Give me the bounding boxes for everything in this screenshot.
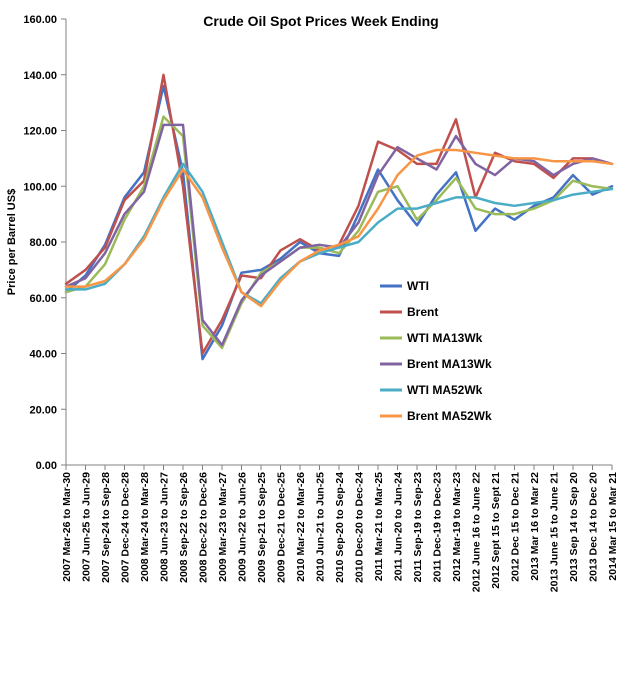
y-axis-ticks: 0.00 20.00 40.00 60.00 80.00 100.00 120.00 140.… — [23, 14, 66, 472]
series-lines — [64, 73, 614, 361]
y-tick-label: 140.00 — [23, 70, 57, 82]
y-tick-label: 20.00 — [29, 404, 57, 416]
y-axis-label: Price per Barrel US$ — [6, 189, 18, 295]
x-tick-label: 2010 Mar-22 to Mar-26 — [295, 472, 307, 582]
x-tick-label: 2007 Sep-24 to Sep-28 — [100, 472, 112, 583]
y-tick-label: 40.00 — [29, 349, 57, 361]
series-line-brent — [64, 73, 614, 355]
x-tick-label: 2010 Sep-20 to Sep-24 — [334, 472, 346, 583]
y-tick-label: 120.00 — [23, 126, 57, 138]
x-tick-label: 2014 Mar 15 to Mar 21 — [607, 472, 619, 581]
x-tick-label: 2007 Jun-25 to Jun-29 — [81, 472, 93, 582]
x-tick-label: 2012 Sept 15 to Sept 21 — [490, 472, 502, 589]
x-tick-label: 2009 Jun-22 to Jun-26 — [237, 472, 249, 582]
x-tick-label: 2013 Mar 16 to Mar 22 — [529, 472, 541, 581]
y-tick-label: 0.00 — [36, 460, 57, 472]
y-tick-label: 160.00 — [23, 14, 57, 26]
x-tick-label: 2012 June 16 to June 22 — [471, 472, 483, 592]
legend-label: Brent MA52Wk — [407, 409, 492, 423]
chart-title: Crude Oil Spot Prices Week Ending — [203, 13, 438, 29]
x-tick-label: 2007 Dec-24 to Dec-28 — [120, 472, 132, 583]
x-tick-label: 2008 Mar-24 to Mar-28 — [139, 472, 151, 582]
x-tick-label: 2009 Dec-21 to Dec-25 — [276, 472, 288, 583]
series-line-brent-ma52wk — [64, 148, 614, 308]
x-tick-label: 2011 Sep-19 to Sep-23 — [412, 472, 424, 582]
x-tick-label: 2010 Jun-21 to Jun-25 — [315, 472, 327, 582]
y-tick-label: 80.00 — [29, 237, 57, 249]
legend-label: Brent — [407, 305, 438, 319]
legend: WTI Brent WTI MA13Wk Brent MA13Wk WTI MA52Wk… — [380, 279, 492, 423]
x-axis-tick-labels: 2007 Mar-26 to Mar-30 2007 Jun-25 to Jun-… — [61, 465, 619, 592]
x-tick-label: 2011 Dec-19 to Dec-23 — [432, 472, 444, 582]
x-tick-label: 2012 Mar-19 to Mar-23 — [451, 472, 463, 582]
x-tick-label: 2013 Dec 14 to Dec 20 — [588, 472, 600, 582]
series-line-wti — [64, 84, 614, 361]
x-tick-label: 2007 Mar-26 to Mar-30 — [61, 472, 73, 582]
legend-label: WTI MA52Wk — [407, 383, 483, 397]
series-line-wti-ma52wk — [64, 162, 614, 305]
x-tick-label: 2008 Sep-22 to Sep-26 — [178, 472, 190, 583]
x-tick-label: 2010 Dec-20 to Dec-24 — [354, 472, 366, 583]
x-tick-label: 2013 Sep 14 to Sep 20 — [568, 472, 580, 582]
y-tick-label: 60.00 — [29, 293, 57, 305]
y-tick-label: 100.00 — [23, 181, 57, 193]
legend-label: WTI — [407, 279, 429, 293]
x-tick-label: 2011 Mar-21 to Mar-25 — [373, 472, 385, 581]
series-line-wti-ma13wk — [64, 115, 614, 350]
x-tick-label: 2013 June 15 to June 21 — [549, 472, 561, 592]
x-tick-label: 2008 Jun-23 to Jun-27 — [159, 472, 171, 582]
x-tick-label: 2009 Mar-23 to Mar-27 — [217, 472, 229, 582]
x-tick-label: 2012 Dec 15 to Dec 21 — [510, 472, 522, 582]
x-tick-label: 2009 Sep-21 to Sep-25 — [256, 472, 268, 583]
x-tick-label: 2008 Dec-22 to Dec-26 — [198, 472, 210, 583]
legend-label: Brent MA13Wk — [407, 357, 492, 371]
x-tick-label: 2011 Jun-20 to Jun-24 — [393, 472, 405, 581]
legend-label: WTI MA13Wk — [407, 331, 483, 345]
